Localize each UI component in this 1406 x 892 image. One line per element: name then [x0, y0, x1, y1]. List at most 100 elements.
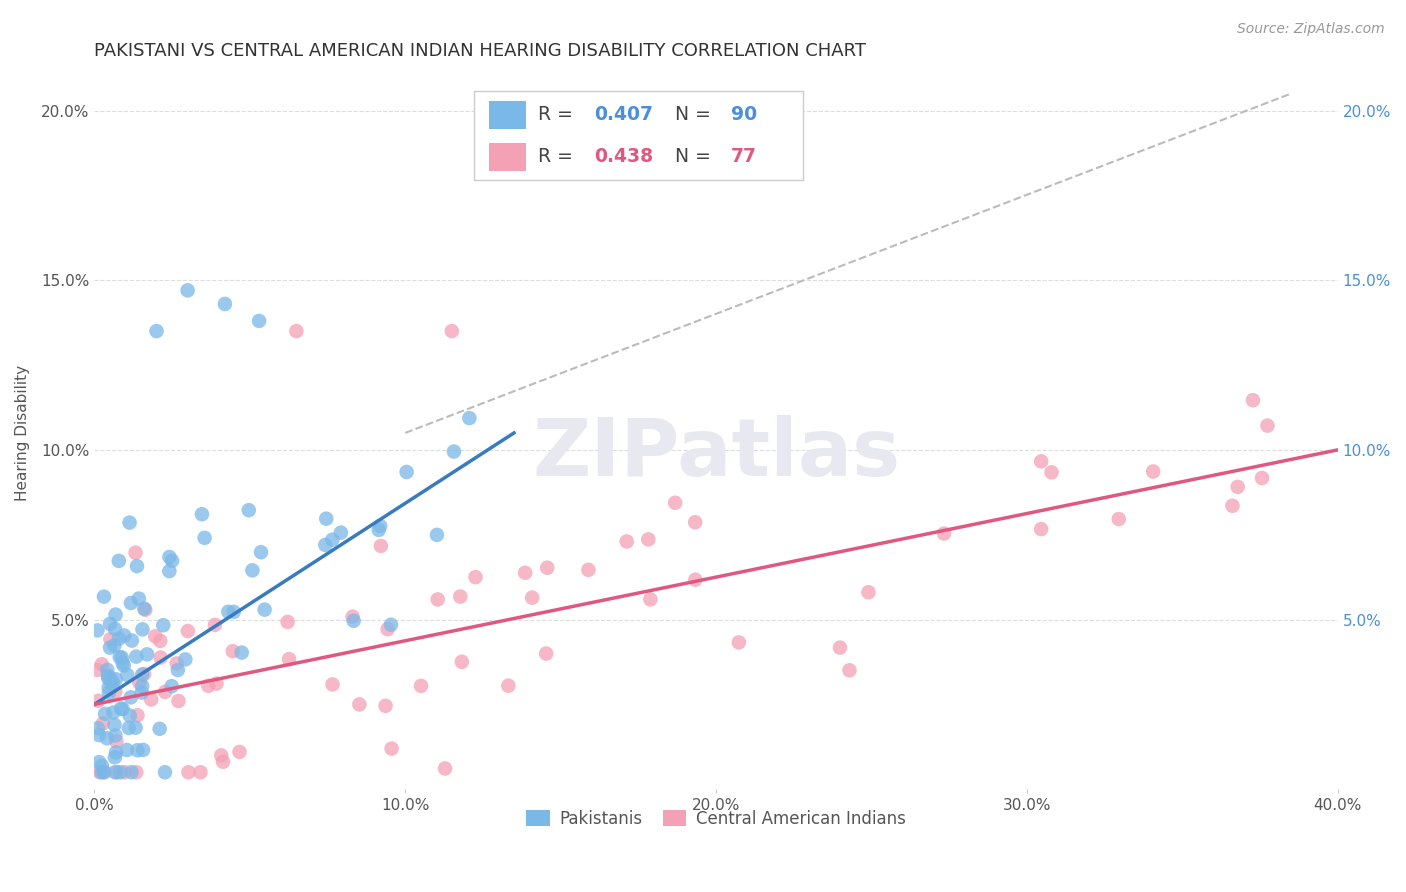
Point [89, 755, 111, 769]
Point [174, 652, 197, 666]
Point [128, 591, 150, 606]
Point [640, 592, 662, 607]
Point [98, 616, 121, 631]
Point [322, 677, 344, 691]
Point [115, 668, 138, 682]
Point [177, 624, 200, 638]
Point [105, 745, 128, 759]
Point [277, 615, 299, 629]
Point [114, 765, 136, 780]
Point [86, 663, 108, 677]
Point [367, 523, 389, 537]
Point [204, 618, 226, 632]
Point [112, 628, 135, 642]
Point [368, 519, 391, 533]
Point [380, 617, 402, 632]
Text: N =: N = [675, 147, 717, 166]
Point [1108, 512, 1130, 526]
Text: 77: 77 [731, 147, 756, 166]
Text: PAKISTANI VS CENTRAL AMERICAN INDIAN HEARING DISABILITY CORRELATION CHART: PAKISTANI VS CENTRAL AMERICAN INDIAN HEA… [94, 42, 866, 60]
Point [149, 633, 172, 648]
Point [104, 607, 127, 622]
Point [329, 525, 352, 540]
Point [112, 658, 135, 673]
Point [125, 649, 148, 664]
Text: 0.438: 0.438 [595, 147, 654, 166]
Text: Source: ZipAtlas.com: Source: ZipAtlas.com [1237, 22, 1385, 37]
Point [193, 531, 215, 545]
Point [1142, 465, 1164, 479]
Point [145, 324, 167, 338]
Point [104, 765, 127, 780]
Point [149, 650, 172, 665]
Point [238, 503, 260, 517]
Point [87, 728, 110, 742]
Text: 90: 90 [731, 105, 756, 124]
Point [101, 675, 124, 690]
Point [426, 528, 449, 542]
Point [131, 623, 153, 637]
Point [858, 585, 880, 599]
Point [191, 507, 214, 521]
Point [120, 596, 142, 610]
Point [381, 741, 404, 756]
Point [534, 647, 557, 661]
Point [104, 729, 127, 743]
Point [536, 560, 558, 574]
Point [104, 622, 127, 636]
Point [578, 563, 600, 577]
Point [637, 533, 659, 547]
Point [96, 663, 118, 677]
Point [104, 684, 127, 698]
Point [212, 755, 235, 769]
Point [434, 762, 457, 776]
Point [118, 516, 141, 530]
Point [217, 605, 239, 619]
Point [522, 591, 544, 605]
Point [727, 635, 749, 649]
Point [153, 685, 176, 699]
Point [103, 639, 125, 653]
Point [98, 671, 121, 685]
Point [143, 629, 166, 643]
Point [131, 667, 153, 681]
Text: N =: N = [675, 105, 717, 124]
Point [157, 549, 180, 564]
Text: 0.407: 0.407 [595, 105, 654, 124]
Point [1241, 393, 1264, 408]
Point [285, 324, 308, 338]
Point [440, 324, 463, 338]
Point [118, 708, 141, 723]
Point [87, 694, 110, 708]
Point [222, 605, 245, 619]
Point [395, 465, 418, 479]
Point [105, 765, 128, 780]
Point [426, 592, 449, 607]
Point [197, 679, 219, 693]
Point [315, 511, 337, 525]
Point [124, 721, 146, 735]
Point [1226, 480, 1249, 494]
Point [104, 750, 127, 764]
Point [115, 743, 138, 757]
Point [94, 706, 117, 721]
Bar [488, 101, 526, 129]
Point [409, 679, 432, 693]
Point [125, 559, 148, 574]
Point [278, 652, 301, 666]
Point [97, 671, 120, 685]
Point [97, 681, 120, 695]
Point [121, 765, 143, 780]
Point [1222, 499, 1244, 513]
Point [105, 734, 128, 748]
Point [321, 533, 343, 547]
Point [134, 601, 156, 615]
Point [131, 685, 153, 699]
Point [149, 722, 172, 736]
Point [166, 663, 188, 677]
Point [100, 675, 122, 690]
Point [231, 646, 253, 660]
Point [464, 570, 486, 584]
Point [98, 640, 121, 655]
Point [89, 765, 111, 780]
